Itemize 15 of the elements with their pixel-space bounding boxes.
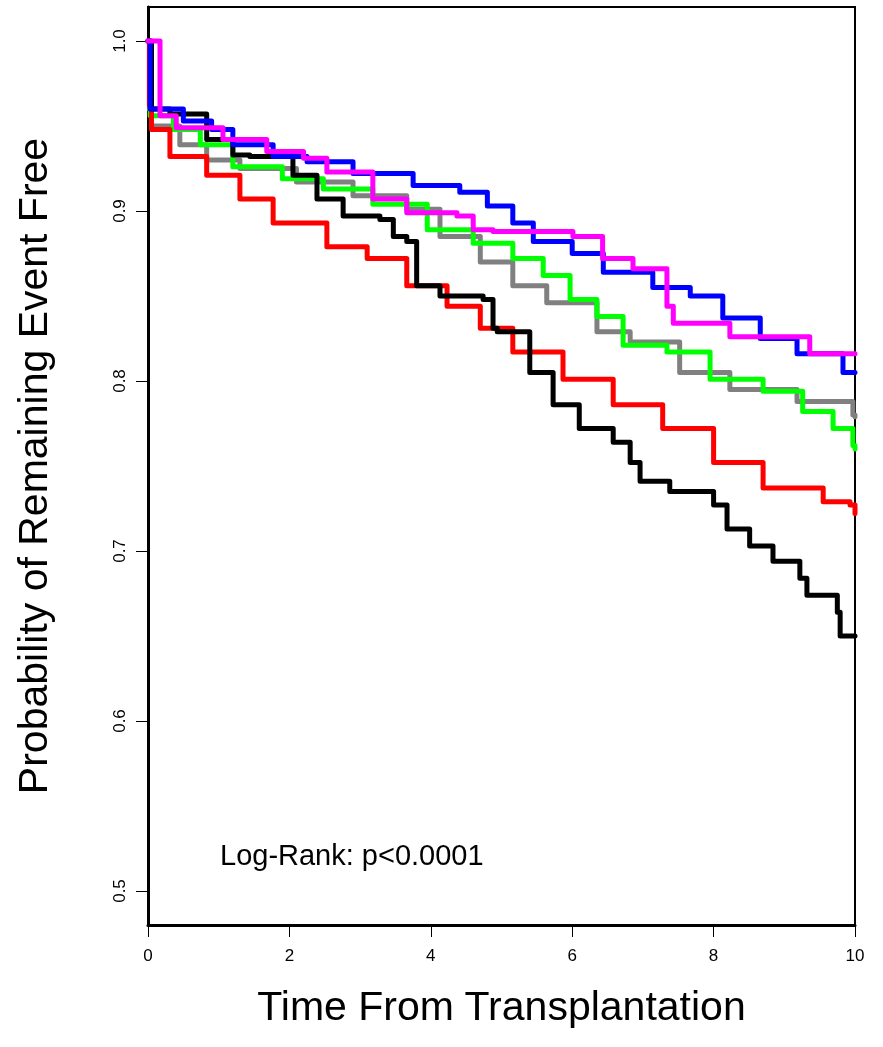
y-tick-label: 0.7 [110, 539, 129, 563]
x-tick-label: 4 [426, 946, 436, 965]
x-tick-label: 0 [143, 946, 153, 965]
y-axis-title: Probability of Remaining Event Free [9, 137, 56, 795]
y-tick-label: 1.0 [110, 29, 129, 53]
annotation: Log-Rank: p<0.0001 [220, 838, 484, 871]
y-tick-label: 0.9 [110, 199, 129, 223]
y-tick-label: 0.6 [110, 709, 129, 733]
x-tick-label: 2 [284, 946, 295, 965]
y-tick-label: 0.5 [110, 879, 129, 903]
x-tick-label: 10 [845, 946, 865, 965]
x-axis-title: Time From Transplantation [257, 982, 746, 1029]
x-tick-label: 6 [567, 946, 577, 965]
y-tick-label: 0.8 [110, 369, 129, 393]
x-tick-label: 8 [708, 946, 719, 965]
